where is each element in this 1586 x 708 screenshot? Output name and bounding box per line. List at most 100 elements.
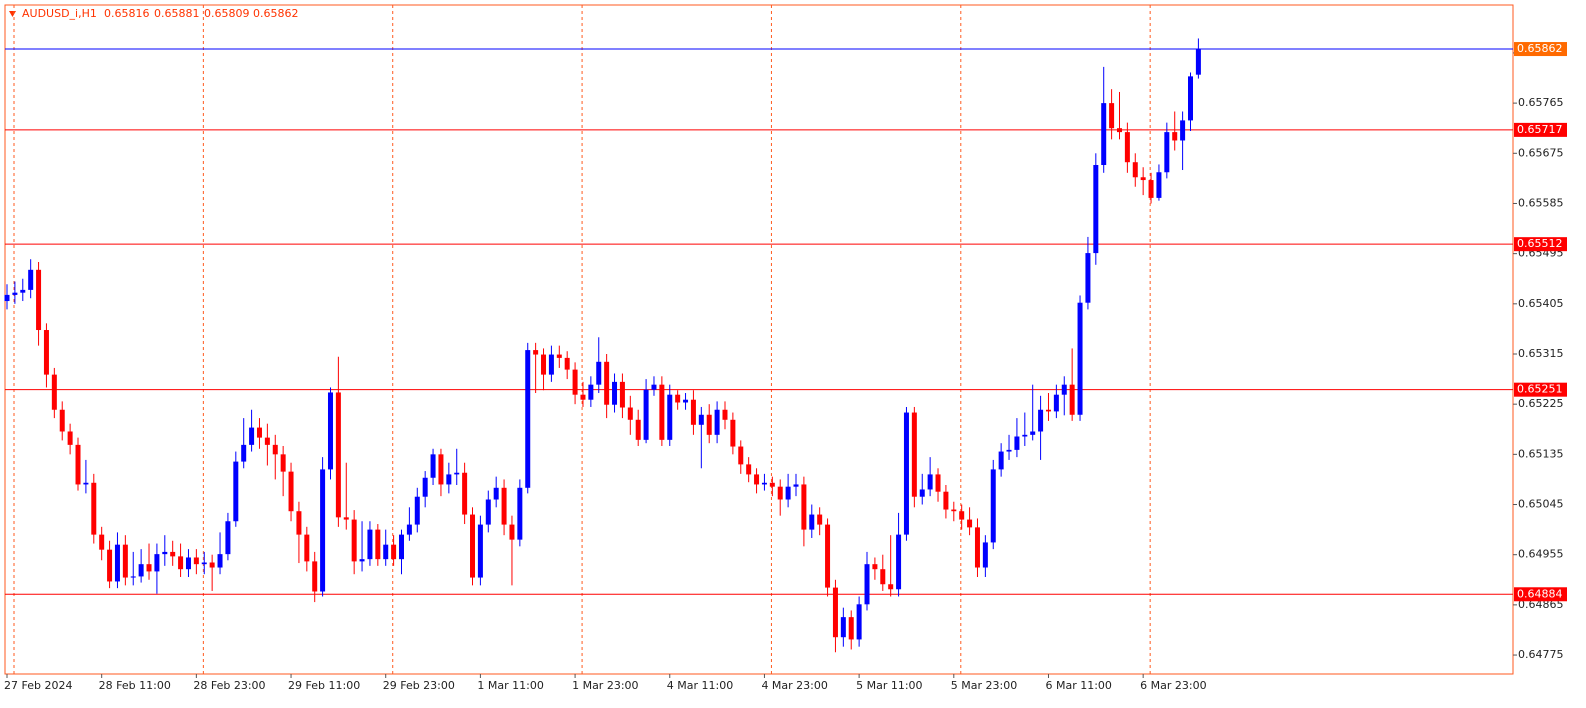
candle-body — [154, 554, 160, 572]
candle-body — [896, 534, 902, 590]
candle-body — [1085, 253, 1091, 303]
level-label: 0.65512 — [1517, 237, 1563, 250]
candle-body — [612, 381, 618, 405]
candle-body — [272, 444, 278, 455]
candle-body — [28, 269, 34, 290]
candle-body — [588, 384, 594, 400]
candle-body — [627, 407, 633, 420]
candle-body — [817, 514, 823, 525]
candle-body — [659, 384, 665, 440]
candle-body — [304, 534, 310, 562]
x-tick-label: 1 Mar 11:00 — [477, 679, 543, 692]
x-tick-label: 4 Mar 23:00 — [761, 679, 827, 692]
candle-body — [509, 524, 515, 540]
y-tick-label: 0.64775 — [1518, 648, 1564, 661]
candle-body — [422, 477, 428, 497]
candle-body — [256, 427, 262, 438]
candle-body — [75, 444, 81, 485]
candle-body — [493, 487, 499, 500]
plot-frame — [4, 4, 1514, 675]
candle-body — [1093, 165, 1099, 254]
chart-title: AUDUSD_i,H1 — [22, 7, 97, 20]
candle-body — [738, 446, 744, 465]
candle-body — [83, 482, 89, 485]
candle-body — [462, 472, 468, 515]
candle-body — [1014, 436, 1020, 450]
candle-body — [414, 496, 420, 525]
x-tick-label: 1 Mar 23:00 — [572, 679, 638, 692]
candle-body — [122, 544, 128, 578]
candle-body — [1101, 103, 1107, 166]
candle-body — [477, 524, 483, 578]
level-label: 0.64884 — [1517, 587, 1563, 600]
candle-body — [343, 517, 349, 520]
candle-body — [225, 521, 231, 555]
x-tick-label: 4 Mar 11:00 — [667, 679, 733, 692]
candle-body — [359, 559, 365, 562]
candle-body — [170, 551, 176, 557]
candle-body — [1077, 302, 1083, 415]
candle-body — [406, 524, 412, 535]
candle-body — [138, 564, 144, 577]
candle-body — [1156, 172, 1162, 198]
candle-body — [667, 394, 673, 440]
candle-body — [525, 350, 531, 488]
candle-body — [1148, 180, 1154, 198]
candle-body — [572, 369, 578, 395]
price-label-bg — [1514, 42, 1567, 57]
candle-body — [533, 350, 539, 355]
candle-body — [864, 564, 870, 605]
candle-body — [856, 604, 862, 640]
candle-body — [548, 354, 554, 375]
candle-body — [746, 464, 752, 475]
candle-body — [249, 427, 255, 445]
candle-body — [967, 519, 973, 528]
candle-body — [974, 527, 980, 568]
x-tick-label: 6 Mar 11:00 — [1045, 679, 1111, 692]
candle-body — [501, 487, 507, 525]
candle-body — [99, 534, 105, 550]
x-tick-label: 5 Mar 11:00 — [856, 679, 922, 692]
header-open: 0.65816 — [104, 7, 150, 20]
candle-body — [288, 471, 294, 512]
candle-body — [391, 544, 397, 560]
candle-body — [454, 472, 460, 475]
candle-body — [178, 556, 184, 570]
candle-body — [1180, 120, 1186, 141]
candle-body — [193, 557, 199, 565]
candle-body — [888, 584, 894, 590]
candle-body — [1069, 384, 1075, 415]
candle-body — [470, 514, 476, 578]
level-label-bg — [1514, 122, 1567, 137]
candle-body — [351, 519, 357, 562]
price-label: 0.65862 — [1517, 42, 1563, 55]
candle-body — [698, 414, 704, 425]
candle-body — [832, 587, 838, 638]
candle-body — [596, 361, 602, 385]
x-tick-label: 5 Mar 23:00 — [951, 679, 1017, 692]
candle-body — [20, 289, 26, 293]
y-tick-label: 0.65585 — [1518, 196, 1564, 209]
x-tick-label: 6 Mar 23:00 — [1140, 679, 1206, 692]
candle-body — [485, 499, 491, 525]
candle-body — [4, 294, 10, 302]
candle-body — [754, 474, 760, 485]
candle-body — [651, 384, 657, 390]
candle-body — [730, 419, 736, 447]
candle-body — [91, 482, 97, 535]
candle-body — [1164, 132, 1170, 173]
candle-body — [580, 394, 586, 400]
candle-body — [872, 564, 878, 570]
candle-body — [825, 524, 831, 588]
candle-body — [935, 474, 941, 492]
x-tick-label: 29 Feb 23:00 — [383, 679, 455, 692]
y-tick-label: 0.65315 — [1518, 347, 1564, 360]
candle-body — [604, 361, 610, 405]
candle-body — [446, 474, 452, 485]
candle-body — [312, 561, 318, 592]
candle-body — [1188, 76, 1193, 121]
candle-body — [1109, 103, 1115, 129]
